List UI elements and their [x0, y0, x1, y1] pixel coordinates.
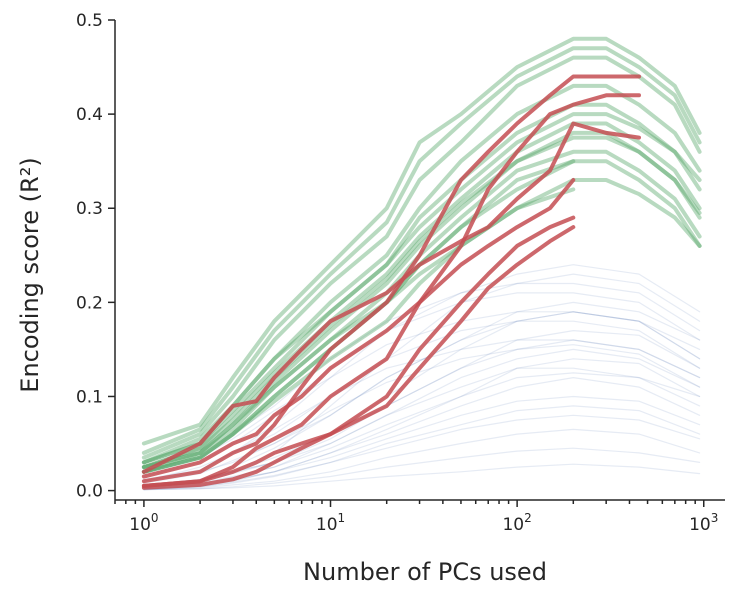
y-tick-label-4: 0.4 [76, 105, 103, 125]
series-line-group1-10 [141, 135, 702, 470]
x-tick-label-2: 102 [502, 511, 531, 535]
y-tick-label-5: 0.5 [76, 11, 103, 31]
series-line-group2-4 [141, 215, 576, 488]
x-tick-label-1: 101 [316, 511, 345, 535]
y-tick-label-3: 0.3 [76, 199, 103, 219]
series-line-group0-21 [143, 463, 701, 491]
series-line-group0-8 [143, 405, 701, 491]
x-tick-label-0: 100 [129, 511, 158, 535]
ticks: 0.0 0.1 0.2 0.3 0.4 0.5 100 101 102 103 [76, 11, 718, 535]
series-line-group2-5 [141, 225, 576, 490]
series-line-group1-3 [141, 83, 702, 465]
series-line-group0-3 [143, 311, 701, 482]
series-line-group0-11 [143, 447, 701, 491]
series-line-group0-4 [143, 348, 701, 489]
x-tick-label-3: 103 [689, 511, 718, 535]
series-line-group1-11 [141, 178, 702, 474]
series-line-group0-10 [143, 428, 701, 491]
series-line-group1-7 [141, 149, 702, 474]
series-line-group1-0 [141, 36, 702, 446]
series-line-group0-13 [143, 311, 701, 473]
series-line-group0-19 [143, 344, 701, 484]
y-tick-label-1: 0.1 [76, 387, 103, 407]
y-tick-label-0: 0.0 [76, 482, 103, 502]
series-line-group1-9 [141, 112, 702, 465]
series-line-group1-6 [141, 130, 702, 470]
y-axis-label: Encoding score (R²) [16, 157, 44, 392]
y-tick-label-2: 0.2 [76, 293, 103, 313]
series-line-group2-2 [141, 93, 641, 488]
series-line-group0-2 [143, 311, 701, 487]
series-line-group2-1 [141, 74, 641, 484]
series-line-group1-8 [141, 159, 702, 474]
series-line-group1-1 [141, 46, 702, 455]
series-line-group1-2 [141, 55, 702, 460]
x-axis-label: Number of PCs used [303, 558, 547, 586]
series-lines [141, 36, 702, 491]
series-line-group2-3 [141, 178, 576, 479]
series-line-group0-23 [143, 282, 701, 475]
series-line-group0-17 [143, 414, 701, 490]
